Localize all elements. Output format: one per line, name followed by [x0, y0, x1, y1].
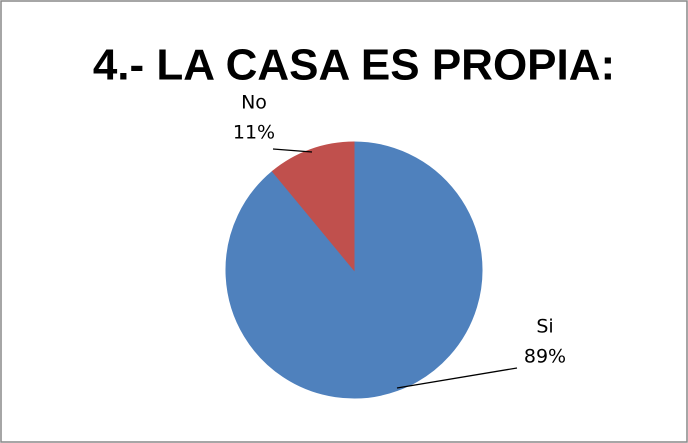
- pie-slice: [271, 141, 355, 272]
- slice-category-label: Si: [536, 316, 553, 338]
- leader-line: [272, 148, 313, 153]
- chart-title: 4.- LA CASA ES PROPIA:: [93, 41, 615, 90]
- slice-value-label: 11%: [233, 122, 275, 144]
- slice-category-label: No: [241, 92, 267, 114]
- slice-value-label: 89%: [524, 346, 566, 368]
- leader-line: [396, 367, 518, 389]
